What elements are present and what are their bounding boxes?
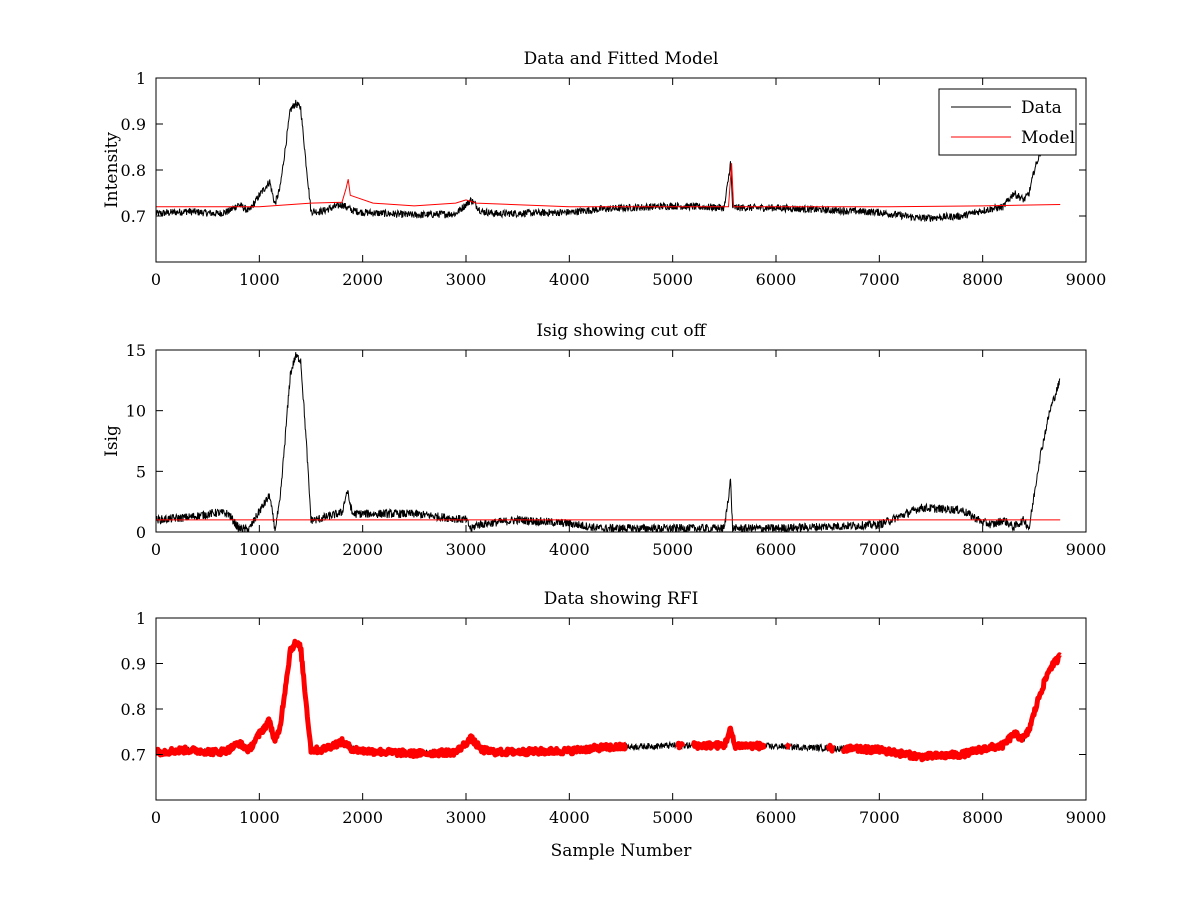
x-tick-label: 7000: [859, 808, 900, 827]
chart-title: Data showing RFI: [544, 589, 699, 609]
chart-title: Data and Fitted Model: [524, 49, 719, 69]
x-tick-label: 9000: [1066, 270, 1107, 289]
x-axis-label: Sample Number: [551, 841, 693, 861]
panel-3: 0 1000 2000 3000 4000 5000 6000 7000 8000 9000 0.7…: [121, 589, 1107, 861]
series-rfi-segment: [784, 742, 792, 750]
series-isig: [156, 352, 1061, 532]
x-tick-label: 3000: [446, 540, 487, 559]
x-tick-label: 6000: [756, 540, 797, 559]
panel-1: 0 1000 2000 3000 4000 5000 6000 7000 8000 9000 0.7…: [102, 49, 1106, 289]
series-rfi-segment: [675, 740, 686, 751]
series-rfi-segment: [825, 742, 836, 754]
plot-area: [156, 99, 1061, 223]
y-tick-label: 0.8: [121, 700, 146, 719]
x-tick-label: 7000: [859, 540, 900, 559]
x-tick-label: 1000: [239, 270, 280, 289]
x-tick-label: 6000: [756, 270, 797, 289]
axes-box: [155, 349, 1087, 533]
x-tick-label: 4000: [549, 808, 590, 827]
legend-box: [938, 88, 1077, 156]
series-rfi-segment: [156, 638, 628, 759]
x-tick-label: 8000: [962, 540, 1003, 559]
legend: Data Model: [938, 88, 1077, 156]
series-rfi-segment: [840, 652, 1062, 763]
y-tick-label: 1: [136, 69, 146, 88]
x-tick-label: 2000: [342, 808, 383, 827]
y-tick-label: 0.9: [121, 655, 146, 674]
x-tick-label: 3000: [446, 270, 487, 289]
x-tick-label: 5000: [652, 540, 693, 559]
x-tick-label: 3000: [446, 808, 487, 827]
y-tick-label: 0.7: [121, 207, 146, 226]
x-tick-label: 6000: [756, 808, 797, 827]
y-tick-label: 0.8: [121, 161, 146, 180]
x-tick-label: 2000: [342, 270, 383, 289]
y-tick-label: 0: [136, 523, 146, 542]
x-tick-label: 1000: [239, 808, 280, 827]
legend-label: Model: [1021, 128, 1075, 148]
series-model: [156, 163, 1061, 208]
panel-2: 0 1000 2000 3000 4000 5000 6000 7000 8000 9000 0 5 1…: [102, 321, 1106, 559]
x-tick-label: 4000: [549, 540, 590, 559]
x-tick-label: 5000: [652, 270, 693, 289]
x-tick-label: 0: [151, 270, 161, 289]
y-tick-label: 1: [136, 609, 146, 628]
x-tick-label: 7000: [859, 270, 900, 289]
x-tick-label: 0: [151, 540, 161, 559]
y-tick-label: 15: [126, 341, 146, 360]
x-tick-label: 8000: [962, 270, 1003, 289]
x-tick-label: 5000: [652, 808, 693, 827]
x-tick-label: 9000: [1066, 540, 1107, 559]
plot-area: [156, 352, 1061, 532]
chart-title: Isig showing cut off: [536, 321, 707, 341]
legend-label: Data: [1021, 98, 1062, 118]
y-axis-label: Isig: [102, 425, 122, 457]
series-data: [156, 99, 1041, 223]
y-tick-label: 0.9: [121, 115, 146, 134]
x-tick-label: 2000: [342, 540, 383, 559]
x-tick-label: 4000: [549, 270, 590, 289]
x-tick-label: 8000: [962, 808, 1003, 827]
x-tick-label: 9000: [1066, 808, 1107, 827]
y-tick-label: 5: [136, 462, 146, 481]
y-axis-label: Intensity: [102, 132, 122, 208]
y-tick-label: 10: [126, 402, 146, 421]
series-rfi-segment: [690, 725, 768, 752]
y-tick-label: 0.7: [121, 746, 146, 765]
x-tick-label: 0: [151, 808, 161, 827]
x-tick-label: 1000: [239, 540, 280, 559]
plot-area: [156, 638, 1062, 763]
